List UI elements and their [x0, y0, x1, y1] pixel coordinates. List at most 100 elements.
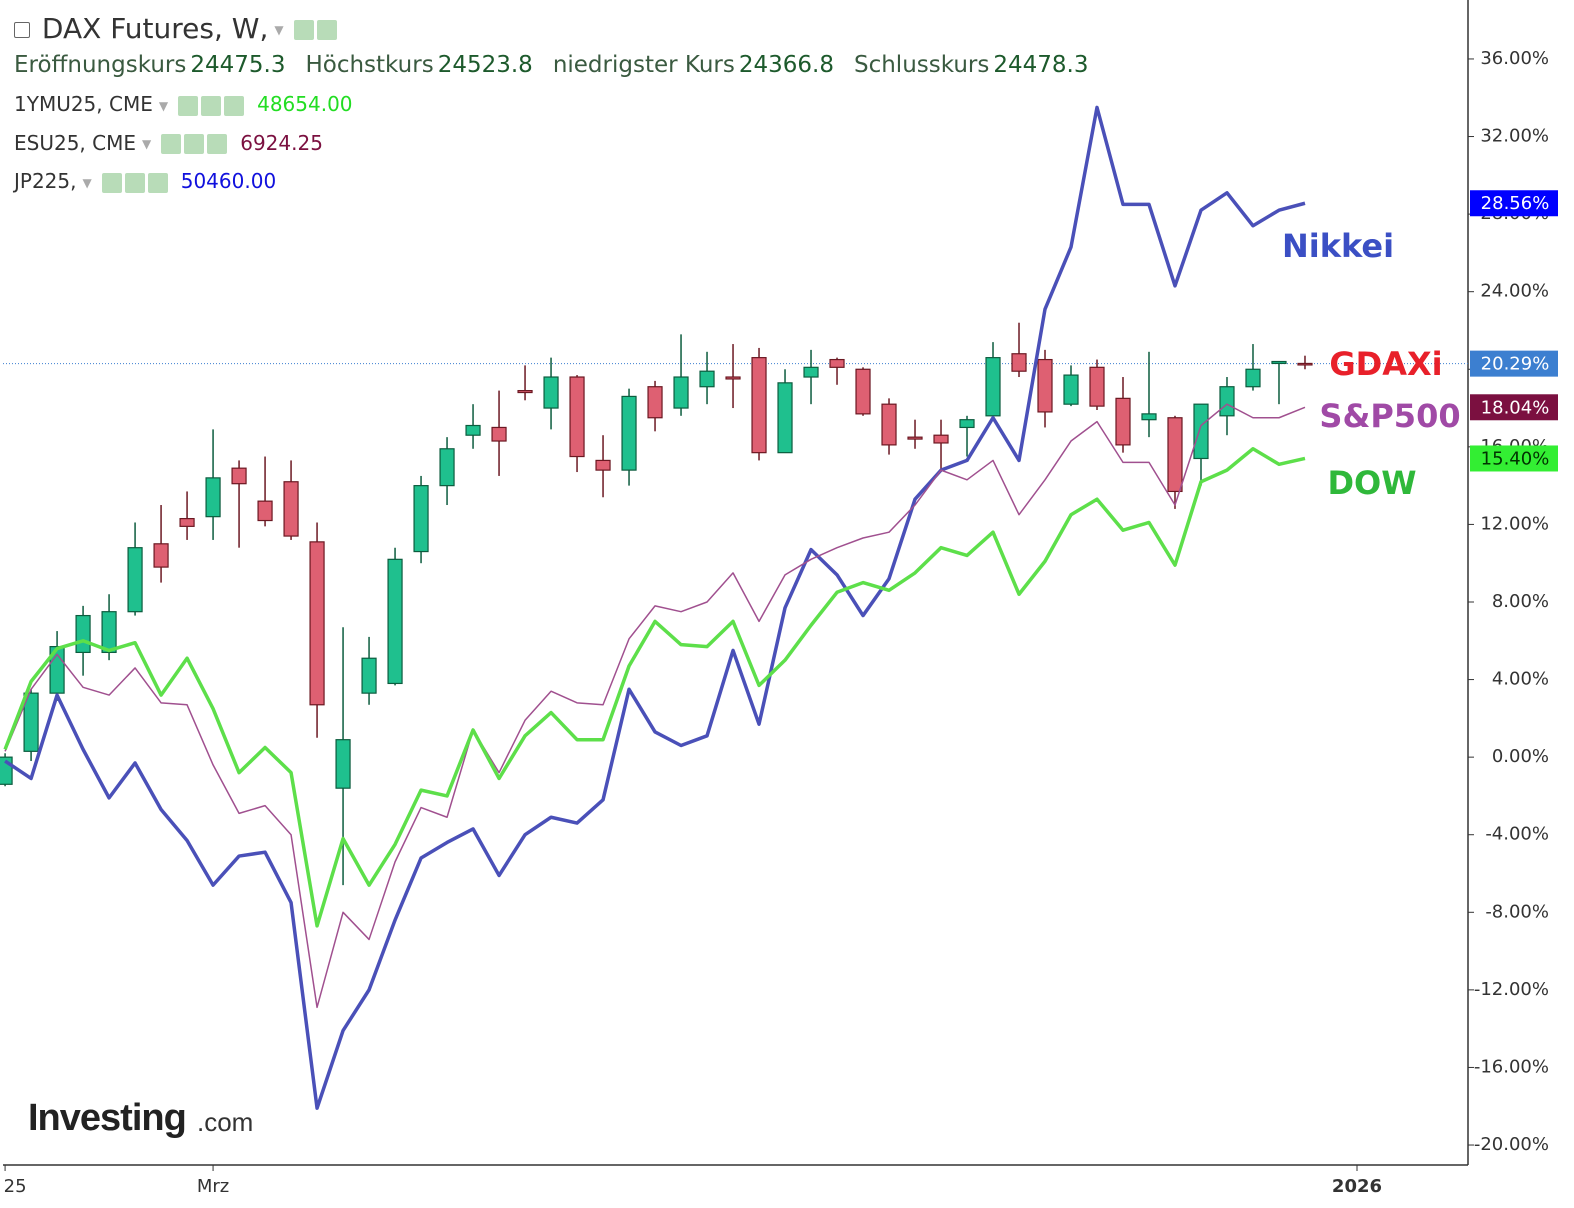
y-tick-label: 8.00%: [1492, 591, 1549, 612]
series-line: [3, 447, 1306, 928]
candle-body: [1063, 374, 1079, 405]
overlay-row: 1YMU25, CME ▼ 48654.00: [14, 92, 353, 116]
candle-body: [1245, 368, 1261, 388]
candle-body: [1011, 353, 1027, 372]
dropdown[interactable]: ▼: [158, 98, 169, 113]
candle-body: [23, 692, 39, 752]
candle-body: [439, 448, 455, 487]
x-tick-label: Mrz: [197, 1176, 229, 1197]
title: DAX Futures, W,: [41, 12, 269, 45]
overlay-value: 6924.25: [240, 130, 323, 155]
candle-body: [569, 376, 585, 458]
value-label: 20.29%: [1481, 354, 1550, 375]
ohlc-value: 24478.3: [993, 52, 1089, 78]
icon[interactable]: [124, 172, 145, 193]
y-tick-label: -8.00%: [1485, 901, 1549, 922]
y-tick-label: 0.00%: [1492, 746, 1549, 767]
candle-body: [205, 477, 221, 518]
candle-body: [1037, 358, 1053, 413]
ohlc-label: Höchstkurs: [305, 52, 434, 78]
dropdown[interactable]: ▼: [82, 175, 92, 190]
y-tick-label: 4.00%: [1492, 669, 1549, 690]
icon[interactable]: [201, 95, 222, 116]
y-tick-label: 32.00%: [1480, 126, 1549, 147]
candle-body: [621, 395, 637, 471]
candle-body: [179, 517, 195, 527]
series-name: DOW: [1327, 464, 1416, 502]
icon[interactable]: [161, 134, 182, 154]
logo-suffix: .com: [197, 1107, 253, 1137]
icon[interactable]: [184, 134, 205, 154]
value-label: 18.04%: [1481, 397, 1550, 418]
value-label-box: [1470, 350, 1558, 377]
candle-body: [959, 419, 975, 429]
ohlc-value: 24366.8: [738, 52, 834, 78]
icon[interactable]: [316, 20, 337, 40]
candle-body: [257, 500, 273, 522]
value-label: 28.56%: [1481, 193, 1550, 214]
dropdown[interactable]: ▼: [274, 23, 284, 37]
candle-body: [829, 358, 845, 368]
candle-body: [1219, 386, 1235, 417]
candle-body: [361, 657, 377, 694]
y-tick-label: -16.00%: [1474, 1056, 1549, 1077]
overlay-name: 1YMU25, CME: [14, 92, 153, 116]
candle-body: [543, 376, 559, 409]
candle-body: [1115, 397, 1131, 446]
value-label-box: [1470, 445, 1558, 472]
icon[interactable]: [147, 172, 168, 193]
y-tick-label: -4.00%: [1485, 824, 1549, 845]
overlay-name: ESU25, CME: [14, 130, 136, 155]
overlay-value: 50460.00: [180, 169, 277, 193]
icon[interactable]: [207, 134, 228, 154]
ohlc-row: Eröffnungskurs 24475.3 Höchstkurs 24523.8 ni…: [14, 52, 1109, 78]
candle-body: [101, 611, 117, 654]
value-label-box: [1470, 190, 1558, 217]
logo-brand: Investing: [28, 1097, 186, 1139]
candle-body: [127, 547, 143, 613]
candle-body: [595, 459, 611, 471]
icon[interactable]: [101, 172, 122, 193]
series-name: S&P500: [1319, 397, 1460, 435]
candle-body: [335, 739, 351, 789]
candle-body: [231, 467, 247, 485]
icon[interactable]: [293, 20, 314, 40]
candle-body: [413, 485, 429, 553]
candle-body: [985, 357, 1001, 417]
icon[interactable]: [224, 95, 245, 116]
candle-body: [881, 403, 897, 446]
overlay-row: JP225, ▼ 50460.00: [14, 169, 276, 193]
candle-body: [855, 368, 871, 415]
logo: Investing .com: [28, 1097, 253, 1139]
icon[interactable]: [178, 95, 199, 116]
series-name: GDAXi: [1329, 345, 1442, 383]
candle-body: [777, 382, 793, 454]
candle-body: [1167, 417, 1183, 493]
candle-body: [725, 376, 741, 380]
candle-body: [283, 481, 299, 537]
candle-body: [1089, 366, 1105, 407]
candle-body: [387, 558, 403, 685]
candle-body: [933, 434, 949, 444]
candle-body: [465, 424, 481, 436]
ohlc-label: Schlusskurs: [853, 52, 990, 78]
candle-body: [699, 370, 715, 388]
ohlc-value: 24475.3: [190, 52, 286, 78]
overlay-value: 48654.00: [257, 92, 353, 116]
y-tick-label: 24.00%: [1480, 281, 1549, 302]
series-name: Nikkei: [1282, 227, 1394, 265]
series-line: [4, 403, 1306, 1009]
dropdown[interactable]: ▼: [142, 137, 152, 151]
title-row: DAX Futures, W, ▼: [14, 12, 340, 45]
overlay-row: ESU25, CME ▼ 6924.25: [14, 131, 323, 155]
x-tick-label: 25: [4, 1176, 27, 1197]
y-tick-label: 12.00%: [1480, 513, 1549, 534]
collapse-icon[interactable]: [14, 22, 30, 38]
candle-body: [153, 543, 169, 568]
candle-body: [309, 541, 325, 706]
candle-body: [803, 366, 819, 378]
candle-body: [517, 389, 533, 394]
series-line: [4, 105, 1306, 1110]
